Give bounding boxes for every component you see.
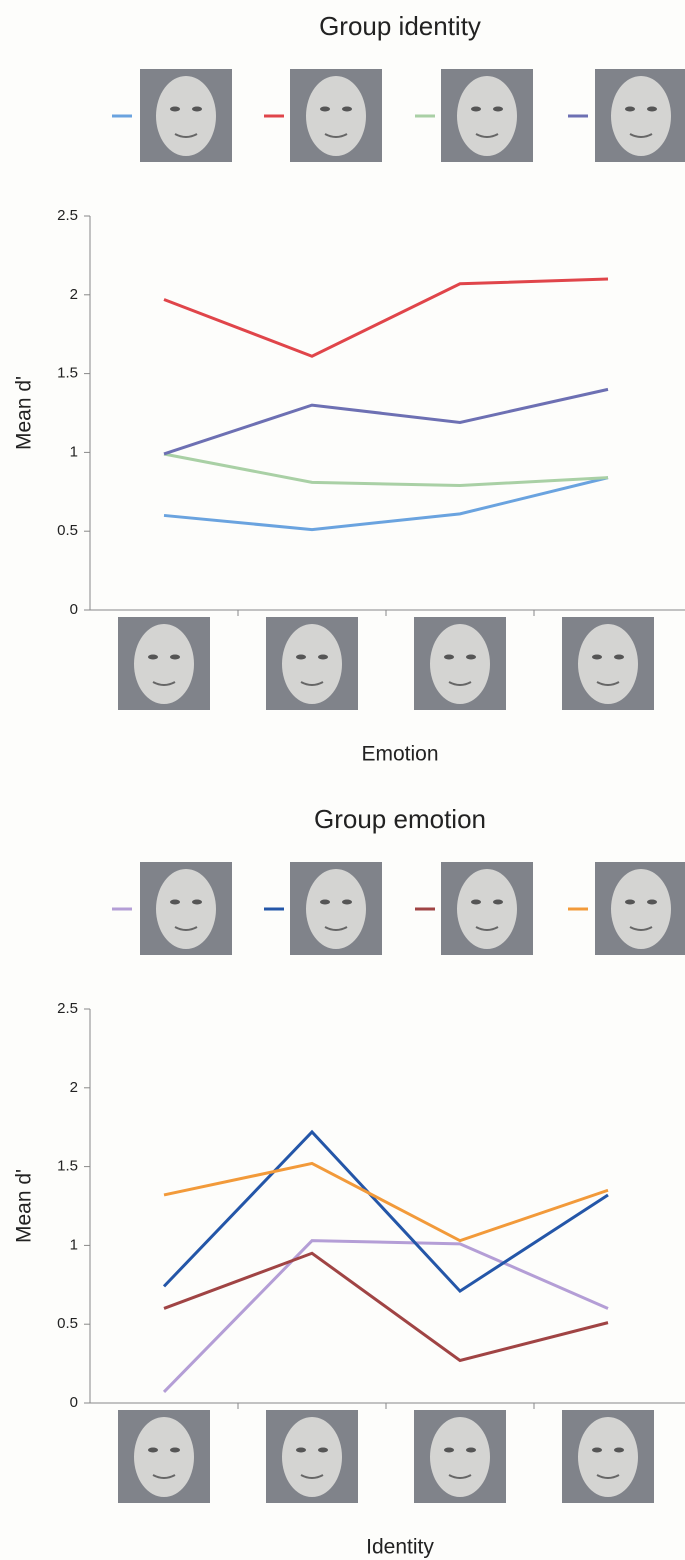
y-tick-label: 2.5 — [57, 1000, 78, 1017]
eye — [614, 1448, 624, 1453]
face — [282, 1417, 342, 1497]
data-line — [164, 279, 608, 356]
eye — [192, 107, 202, 112]
eye — [592, 655, 602, 660]
face-image — [266, 617, 358, 710]
face-image — [441, 69, 533, 162]
face — [306, 869, 366, 949]
eye — [466, 1448, 476, 1453]
y-tick-label: 1 — [70, 1236, 78, 1253]
page: Group identity Emotion Mean d' 0 0.5 1 1.5 2 2.5… — [0, 0, 685, 1560]
data-line — [164, 1163, 608, 1240]
eye — [625, 107, 635, 112]
face — [457, 76, 517, 156]
y-tick-label: 0.5 — [57, 522, 78, 539]
eye — [625, 900, 635, 905]
eye — [444, 655, 454, 660]
y-tick-label: 0.5 — [57, 1315, 78, 1332]
eye — [647, 900, 657, 905]
y-tick-label: 1 — [70, 443, 78, 460]
eye — [592, 1448, 602, 1453]
face — [578, 1417, 638, 1497]
face-image — [441, 862, 533, 955]
face — [134, 1417, 194, 1497]
face-image — [414, 617, 506, 710]
y-tick-label: 1.5 — [57, 365, 78, 382]
data-line — [164, 1241, 608, 1392]
eye — [148, 1448, 158, 1453]
face — [306, 76, 366, 156]
face-image — [118, 617, 210, 710]
face-image — [290, 862, 382, 955]
face — [156, 76, 216, 156]
chart-title: Group emotion — [314, 804, 486, 834]
eye — [320, 900, 330, 905]
data-line — [164, 454, 608, 486]
eye — [296, 1448, 306, 1453]
face-image — [562, 617, 654, 710]
face-image — [266, 1410, 358, 1503]
face-image — [595, 69, 685, 162]
y-tick-label: 2.5 — [57, 207, 78, 224]
y-tick-label: 2 — [70, 286, 78, 303]
figure: Group identity Emotion Mean d' 0 0.5 1 1.5 2 2.5… — [0, 0, 685, 1560]
eye — [471, 107, 481, 112]
eye — [471, 900, 481, 905]
eye — [192, 900, 202, 905]
eye — [466, 655, 476, 660]
x-axis-label: Identity — [366, 1536, 434, 1559]
eye — [614, 655, 624, 660]
x-axis-label: Emotion — [361, 743, 438, 766]
face — [156, 869, 216, 949]
eye — [320, 107, 330, 112]
eye — [318, 1448, 328, 1453]
eye — [170, 900, 180, 905]
face-image — [414, 1410, 506, 1503]
face — [430, 624, 490, 704]
data-line — [164, 389, 608, 454]
face-image — [595, 862, 685, 955]
eye — [493, 900, 503, 905]
face — [578, 624, 638, 704]
eye — [342, 107, 352, 112]
chart-title: Group identity — [319, 11, 481, 41]
y-tick-label: 2 — [70, 1079, 78, 1096]
eye — [170, 107, 180, 112]
eye — [342, 900, 352, 905]
face — [611, 76, 671, 156]
eye — [493, 107, 503, 112]
face-image — [562, 1410, 654, 1503]
face-image — [118, 1410, 210, 1503]
eye — [148, 655, 158, 660]
face — [282, 624, 342, 704]
face-image — [140, 69, 232, 162]
y-axis-label: Mean d' — [13, 376, 36, 450]
face-image — [140, 862, 232, 955]
y-axis-label: Mean d' — [13, 1169, 36, 1243]
eye — [647, 107, 657, 112]
data-line — [164, 1253, 608, 1360]
face-image — [290, 69, 382, 162]
y-tick-label: 0 — [70, 1394, 78, 1411]
eye — [318, 655, 328, 660]
eye — [170, 655, 180, 660]
y-tick-label: 1.5 — [57, 1158, 78, 1175]
face — [611, 869, 671, 949]
y-tick-label: 0 — [70, 601, 78, 618]
eye — [296, 655, 306, 660]
eye — [444, 1448, 454, 1453]
face — [457, 869, 517, 949]
face — [134, 624, 194, 704]
face — [430, 1417, 490, 1497]
eye — [170, 1448, 180, 1453]
